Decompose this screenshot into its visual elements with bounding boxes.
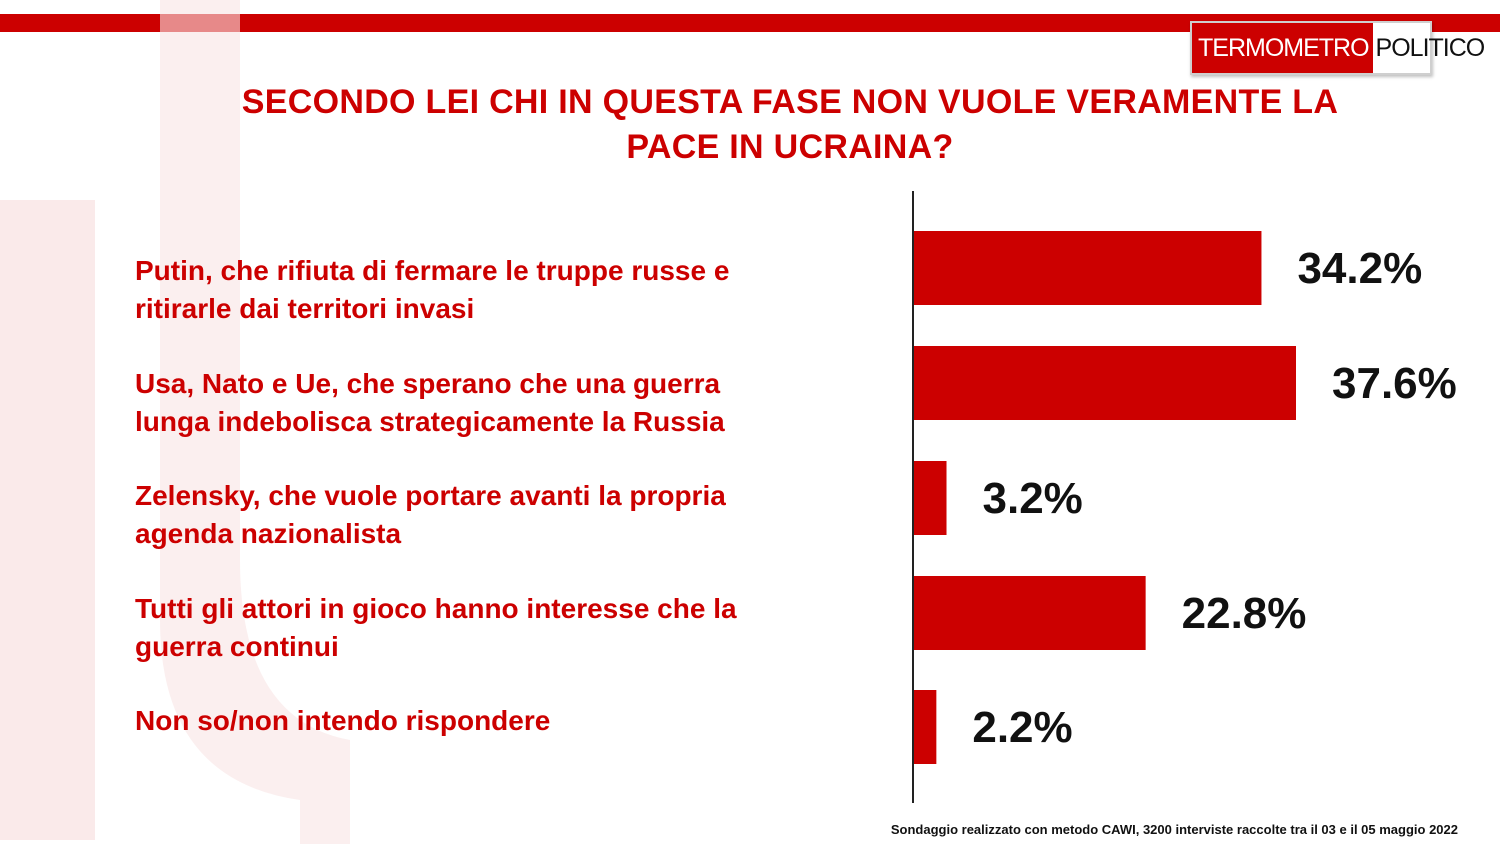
category-label-2-line-2: lunga indebolisca strategicamente la Rus… <box>135 406 725 437</box>
bar-value-label-5: 2.2% <box>972 703 1072 752</box>
bar-1 <box>914 231 1262 305</box>
category-label-1-line-1: Putin, che rifiuta di fermare le truppe … <box>135 255 730 286</box>
chart-title: SECONDO LEI CHI IN QUESTA FASE NON VUOLE… <box>100 80 1480 170</box>
category-label-3-line-2: agenda nazionalista <box>135 518 402 549</box>
top-accent-bar <box>0 14 1500 32</box>
category-label-2-line-1: Usa, Nato e Ue, che sperano che una guer… <box>135 368 721 399</box>
category-label-4-line-1: Tutti gli attori in gioco hanno interess… <box>135 593 737 624</box>
bar-2 <box>914 346 1296 420</box>
bar-3 <box>914 461 947 535</box>
logo-part-termometro: TERMOMETRO <box>1192 23 1373 73</box>
chart-title-line-1: SECONDO LEI CHI IN QUESTA FASE NON VUOLE… <box>241 83 1339 121</box>
source-footnote: Sondaggio realizzato con metodo CAWI, 32… <box>890 822 1458 837</box>
bar-4 <box>914 576 1146 650</box>
category-label-3-line-1: Zelensky, che vuole portare avanti la pr… <box>135 480 726 511</box>
category-label-5-line-1: Non so/non intendo rispondere <box>135 705 551 736</box>
category-label-1-line-2: ritirarle dai territori invasi <box>135 293 475 324</box>
category-label-4-line-2: guerra continui <box>135 631 339 662</box>
logo-part-politico: POLITICO <box>1375 33 1486 62</box>
bar-value-label-4: 22.8% <box>1182 589 1307 638</box>
chart-axis-line <box>912 191 914 803</box>
termometro-politico-logo: TERMOMETRO POLITICO <box>1190 21 1485 75</box>
chart-title-line-2: PACE IN UCRAINA? <box>626 128 954 166</box>
bar-value-label-1: 34.2% <box>1297 244 1422 293</box>
category-label-2: Usa, Nato e Ue, che sperano che una guer… <box>135 365 895 441</box>
category-label-4: Tutti gli attori in gioco hanno interess… <box>135 590 895 666</box>
category-label-5: Non so/non intendo rispondere <box>135 702 895 740</box>
bar-5 <box>914 690 937 764</box>
category-label-3: Zelensky, che vuole portare avanti la pr… <box>135 477 895 553</box>
category-label-1: Putin, che rifiuta di fermare le truppe … <box>135 252 895 328</box>
bar-value-label-3: 3.2% <box>983 474 1083 523</box>
bar-value-label-2: 37.6% <box>1332 359 1457 408</box>
